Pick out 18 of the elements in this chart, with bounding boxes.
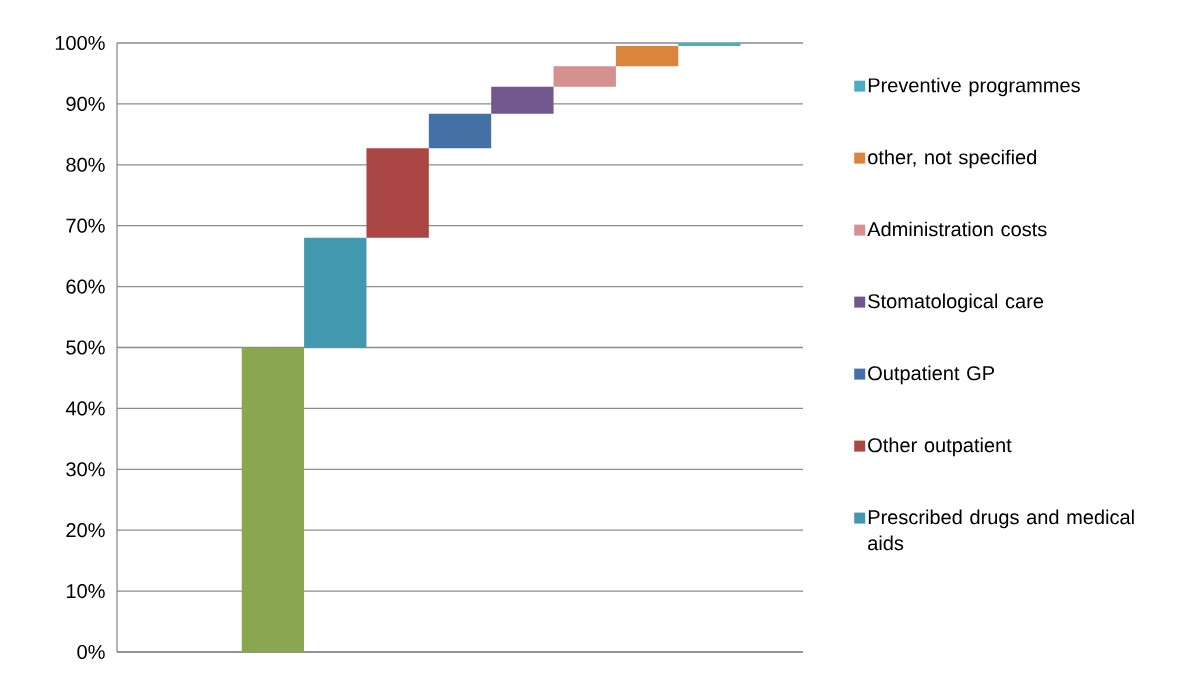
legend-label: Prescribed drugs and medical aids <box>868 509 1134 551</box>
legend-label: Outpatient GP <box>868 365 995 385</box>
y-tick-label: 50% <box>66 340 105 355</box>
y-tick-label: 40% <box>65 401 105 416</box>
y-tick-label: 10% <box>66 584 105 599</box>
legend-label: other, not specified <box>868 149 1037 169</box>
y-tick-label: 70% <box>66 218 105 233</box>
y-tick-label: 0% <box>77 644 105 660</box>
legend-label: Other outpatient <box>868 437 1012 457</box>
legend-label: Preventive programmes <box>868 77 1080 97</box>
y-tick-label: 90% <box>66 96 105 111</box>
y-tick-label: 20% <box>66 523 105 538</box>
y-tick-label: 60% <box>66 279 105 294</box>
legend-label: Administration costs <box>867 221 1047 237</box>
y-tick-label: 100% <box>55 35 105 51</box>
legend-label: Stomatological care <box>868 293 1044 313</box>
y-tick-label: 30% <box>66 462 105 477</box>
y-tick-label: 80% <box>66 157 105 172</box>
